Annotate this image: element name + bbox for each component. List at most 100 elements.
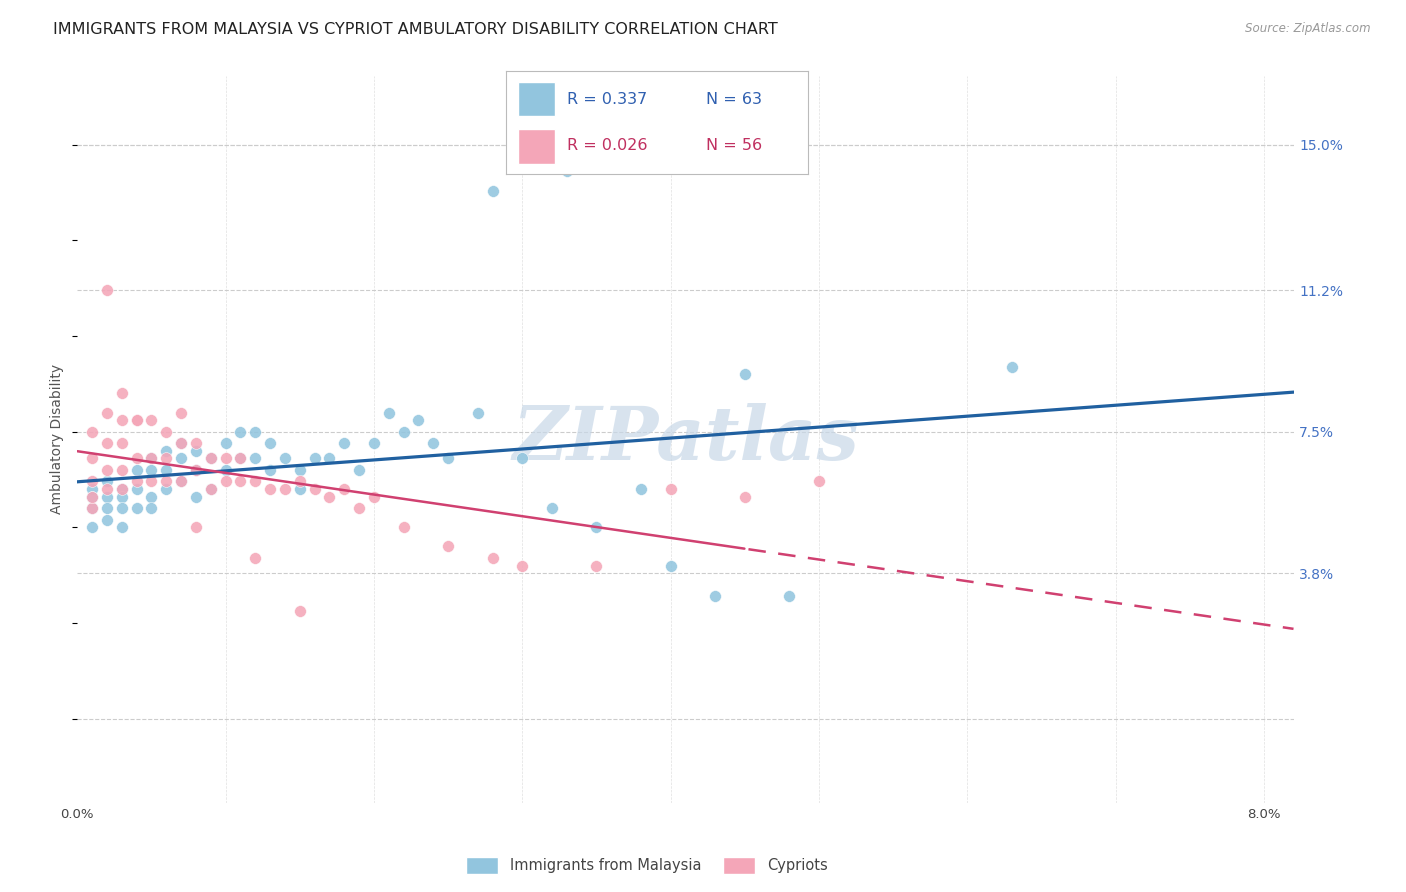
Point [111,482,134,496]
Point [467,405,489,419]
Text: ZIPatlas: ZIPatlas [512,403,859,475]
Point [82,451,104,466]
Point [245,451,267,466]
Point [111,482,134,496]
Point [630,482,652,496]
Point [170,436,193,450]
Point [555,164,578,178]
Point [184,436,207,450]
Point [1001,359,1024,374]
Point [392,425,415,439]
Point [184,520,207,534]
Point [318,451,340,466]
Bar [519,81,554,117]
Point [288,605,311,619]
Point [125,475,148,489]
Point [229,451,252,466]
Point [245,550,267,565]
Point [82,490,104,504]
Point [778,589,800,603]
Point [155,443,177,458]
Point [347,501,370,516]
Text: R = 0.337: R = 0.337 [567,92,647,106]
Point [347,463,370,477]
Point [141,413,163,427]
Point [170,475,193,489]
Point [437,451,460,466]
Point [200,482,222,496]
Point [363,490,385,504]
Point [155,475,177,489]
Point [125,501,148,516]
Point [259,436,281,450]
Point [510,451,533,466]
Point [82,501,104,516]
Point [82,490,104,504]
Point [170,475,193,489]
Point [111,413,134,427]
Point [141,463,163,477]
Point [229,451,252,466]
Point [288,482,311,496]
Point [734,490,756,504]
Point [229,475,252,489]
Point [510,558,533,573]
Text: Source: ZipAtlas.com: Source: ZipAtlas.com [1246,22,1371,36]
Point [141,490,163,504]
Point [245,475,267,489]
Point [245,425,267,439]
Point [363,436,385,450]
Point [659,558,682,573]
Point [214,463,236,477]
Point [659,482,682,496]
Point [541,501,564,516]
Point [288,475,311,489]
Point [288,463,311,477]
Point [184,463,207,477]
Point [585,558,607,573]
Point [111,386,134,401]
Point [259,463,281,477]
Point [304,451,326,466]
Point [274,451,297,466]
Point [184,463,207,477]
Point [82,425,104,439]
Point [111,490,134,504]
Point [96,475,118,489]
Point [304,482,326,496]
Point [274,482,297,496]
Legend: Immigrants from Malaysia, Cypriots: Immigrants from Malaysia, Cypriots [460,851,834,880]
Y-axis label: Ambulatory Disability: Ambulatory Disability [51,364,65,515]
Point [704,589,727,603]
Point [125,451,148,466]
Point [392,520,415,534]
Point [82,475,104,489]
Point [333,436,356,450]
Point [96,436,118,450]
Point [378,405,401,419]
Point [170,405,193,419]
Point [82,482,104,496]
Point [214,436,236,450]
Point [333,482,356,496]
Point [214,475,236,489]
Point [184,443,207,458]
Point [585,520,607,534]
Point [82,501,104,516]
Point [155,425,177,439]
Point [141,451,163,466]
Point [125,463,148,477]
Point [111,501,134,516]
Point [96,463,118,477]
Point [734,368,756,382]
Point [437,540,460,554]
Point [200,482,222,496]
Text: N = 56: N = 56 [706,137,762,153]
Point [259,482,281,496]
Point [481,184,503,198]
Point [807,475,830,489]
Text: IMMIGRANTS FROM MALAYSIA VS CYPRIOT AMBULATORY DISABILITY CORRELATION CHART: IMMIGRANTS FROM MALAYSIA VS CYPRIOT AMBU… [53,22,778,37]
Text: N = 63: N = 63 [706,92,762,106]
Point [111,436,134,450]
Point [318,490,340,504]
